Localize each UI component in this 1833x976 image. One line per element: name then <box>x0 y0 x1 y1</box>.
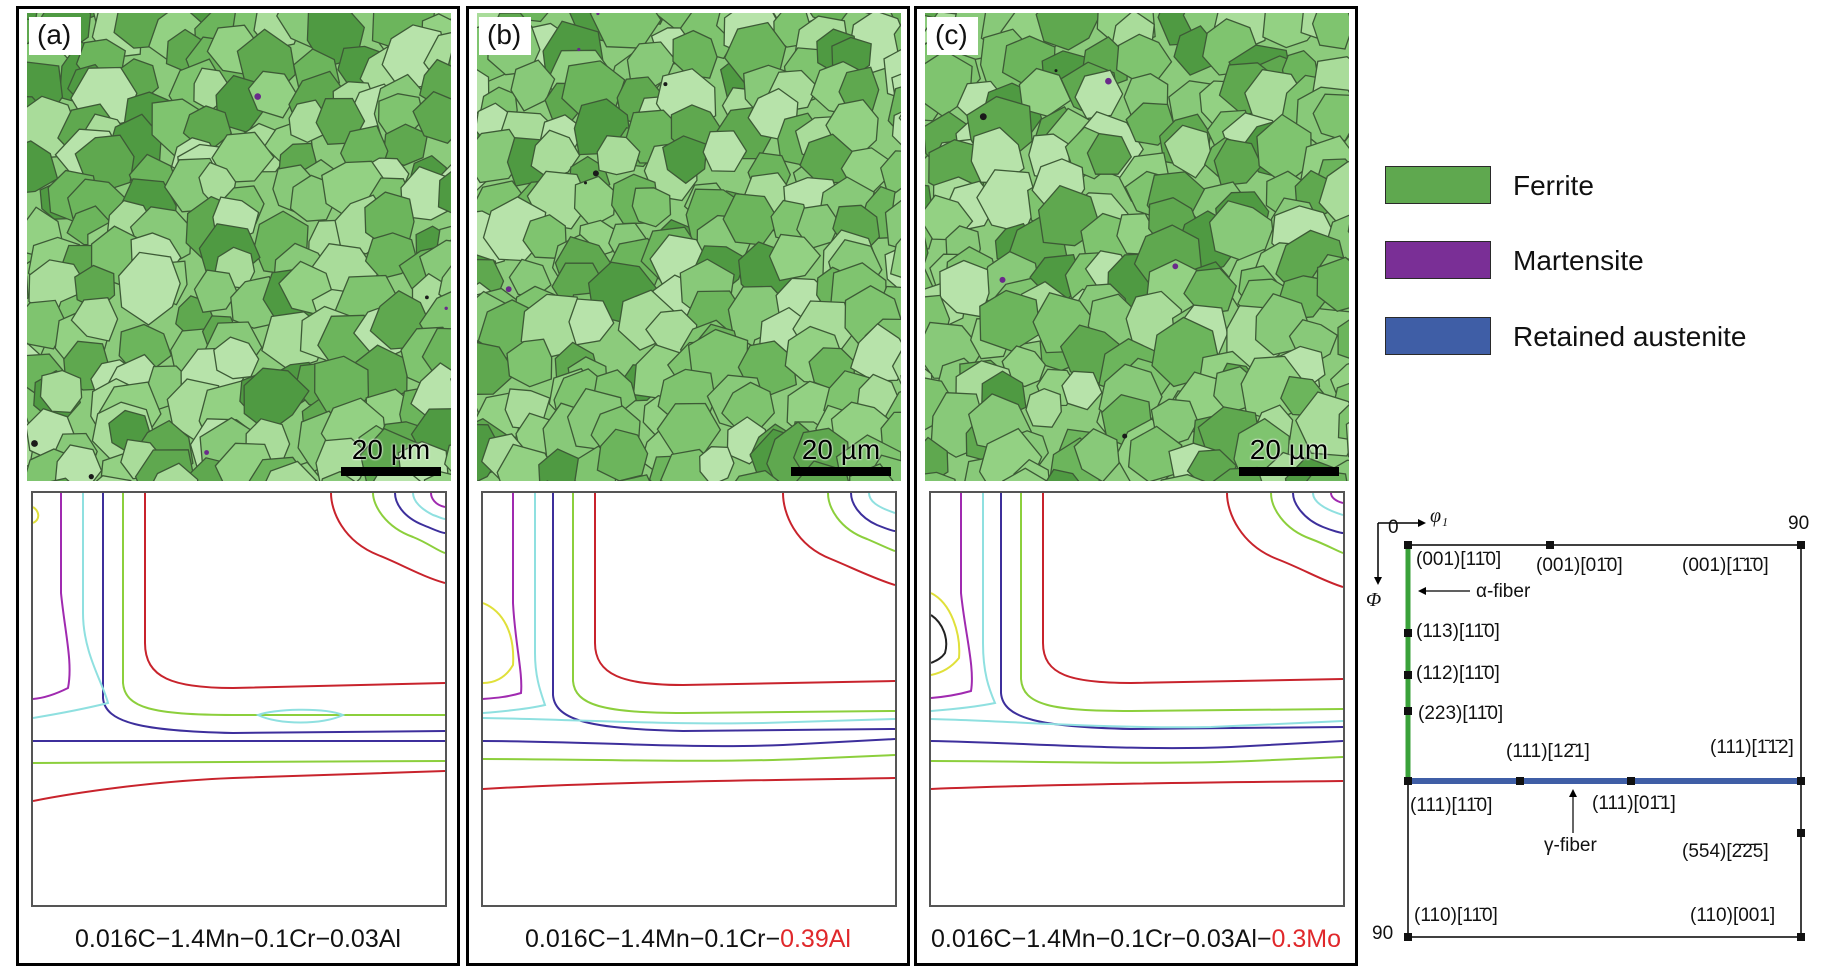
phi1-axis-label: φ₁ <box>1430 505 1449 527</box>
orientation-label: (112)[11̄0] <box>1416 663 1500 684</box>
caption-composition: 0.016C−1.4Mn−0.1Cr−0.03Al <box>75 925 401 953</box>
caption-composition: 0.016C−1.4Mn−0.1Cr−0.03Al− <box>931 925 1272 953</box>
orientation-label: (001)[1̄1̄0] <box>1682 555 1769 576</box>
orientation-label: (111)[11̄0] <box>1410 795 1493 816</box>
odf-section-b <box>481 491 897 907</box>
ebsd-phase-map-a <box>27 13 451 481</box>
panel-a: (a) 20 µm 0.016C−1.4Mn−0.1Cr−0.03Al <box>16 6 460 966</box>
panel-tag: (c) <box>927 17 978 55</box>
scale-bar-label: 20 µm <box>351 434 431 465</box>
corner-ninety-left: 90 <box>1372 923 1394 944</box>
panel-tag: (b) <box>479 17 532 55</box>
orientation-label: (110)[11̄0] <box>1414 905 1498 926</box>
scale-bar-line <box>341 467 441 476</box>
corner-ninety-top: 90 <box>1788 513 1810 534</box>
orientation-label: (111)[1̄1̄2] <box>1710 737 1794 758</box>
odf-key-frame <box>1374 519 1805 941</box>
scale-bar: 20 µm <box>341 435 441 476</box>
odf-section-a <box>31 491 447 907</box>
Phi-axis-label: Φ <box>1366 589 1382 611</box>
alloy-caption: 0.016C−1.4Mn−0.1Cr−0.03Al−0.3Mo <box>917 925 1355 954</box>
orientation-label: (554)[2̄2̄5] <box>1682 841 1769 862</box>
orientation-label: (110)[001] <box>1690 905 1776 926</box>
panel-c: (c) 20 µm 0.016C−1.4Mn−0.1Cr−0.03Al−0.3M… <box>914 6 1358 966</box>
legend-label: Martensite <box>1513 245 1644 276</box>
scale-bar: 20 µm <box>791 435 891 476</box>
panel-b: (b) 20 µm 0.016C−1.4Mn−0.1Cr−0.39Al <box>466 6 910 966</box>
ebsd-phase-map-b <box>477 13 901 481</box>
orientation-label: (001)[11̄0] <box>1416 549 1502 570</box>
legend-swatch-ferrite <box>1385 166 1491 204</box>
caption-highlight: 0.3Mo <box>1271 925 1341 953</box>
odf-section-c <box>929 491 1345 907</box>
orientation-label: (113)[11̄0] <box>1416 621 1500 642</box>
panel-tag: (a) <box>29 17 82 55</box>
corner-zero: 0 <box>1388 517 1399 538</box>
legend-swatch-retained-austenite <box>1385 317 1491 355</box>
caption-composition: 0.016C−1.4Mn−0.1Cr− <box>525 925 781 953</box>
legend-label: Ferrite <box>1513 170 1594 201</box>
orientation-label: (111)[12̄1] <box>1506 741 1590 762</box>
gamma-fiber-label: γ-fiber <box>1544 835 1597 856</box>
scale-bar-label: 20 µm <box>1249 434 1329 465</box>
legend-swatch-martensite <box>1385 241 1491 279</box>
scale-bar-line <box>1239 467 1339 476</box>
ebsd-phase-map-c <box>925 13 1349 481</box>
scale-bar-label: 20 µm <box>801 434 881 465</box>
scale-bar: 20 µm <box>1239 435 1339 476</box>
orientation-label: (001)[01̄0] <box>1536 555 1623 576</box>
alloy-caption: 0.016C−1.4Mn−0.1Cr−0.39Al <box>469 925 907 954</box>
caption-highlight: 0.39Al <box>780 925 851 953</box>
odf-key-diagram: φ₁ Φ 0 90 90 α-fiber γ-fiber (001)[11̄0]… <box>1360 505 1820 970</box>
scale-bar-line <box>791 467 891 476</box>
orientation-label: (223)[11̄0] <box>1418 703 1504 724</box>
legend-label: Retained austenite <box>1513 321 1747 352</box>
orientation-label: (111)[01̄1] <box>1592 793 1676 814</box>
alpha-fiber-label: α-fiber <box>1476 581 1531 602</box>
alloy-caption: 0.016C−1.4Mn−0.1Cr−0.03Al <box>19 925 457 954</box>
